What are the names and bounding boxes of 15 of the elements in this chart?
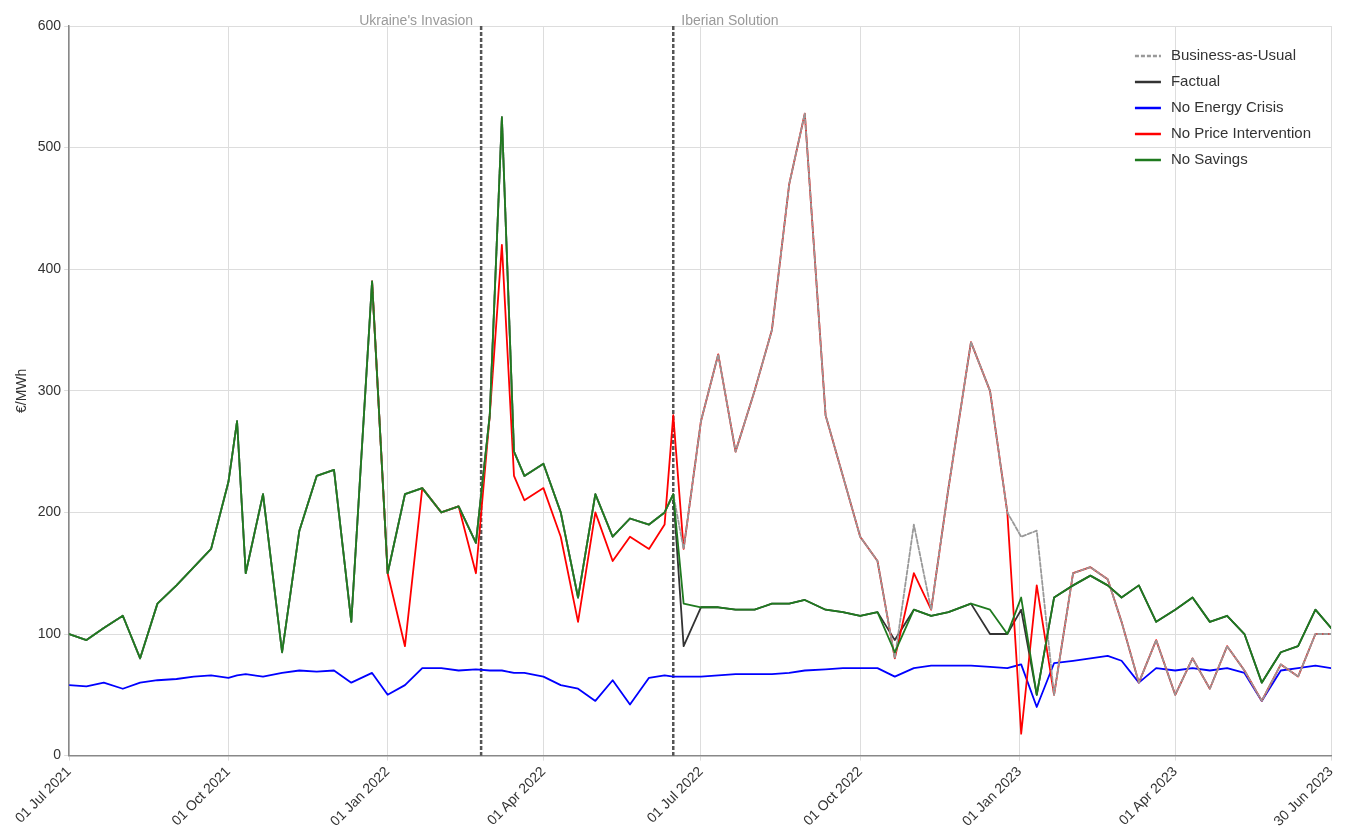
y-tick-label: 500 — [37, 138, 62, 155]
y-tick-label: 100 — [37, 624, 62, 641]
legend-label: No Energy Crisis — [1170, 98, 1284, 116]
legend-label: Factual — [1170, 72, 1221, 90]
y-axis-title: €/MWh — [13, 368, 30, 413]
y-tick-label: 0 — [53, 746, 62, 763]
y-tick-label: 200 — [37, 503, 62, 520]
y-tick-label: 300 — [37, 381, 62, 398]
ref-line-label: Ukraine's Invasion — [359, 11, 474, 28]
legend-label: No Savings — [1170, 150, 1248, 168]
y-tick-label: 400 — [37, 260, 62, 277]
legend-label: Business-as-Usual — [1170, 46, 1296, 64]
ref-line-label: Iberian Solution — [681, 11, 779, 28]
y-tick-label: 600 — [37, 16, 62, 33]
legend-label: No Price Intervention — [1170, 124, 1312, 142]
